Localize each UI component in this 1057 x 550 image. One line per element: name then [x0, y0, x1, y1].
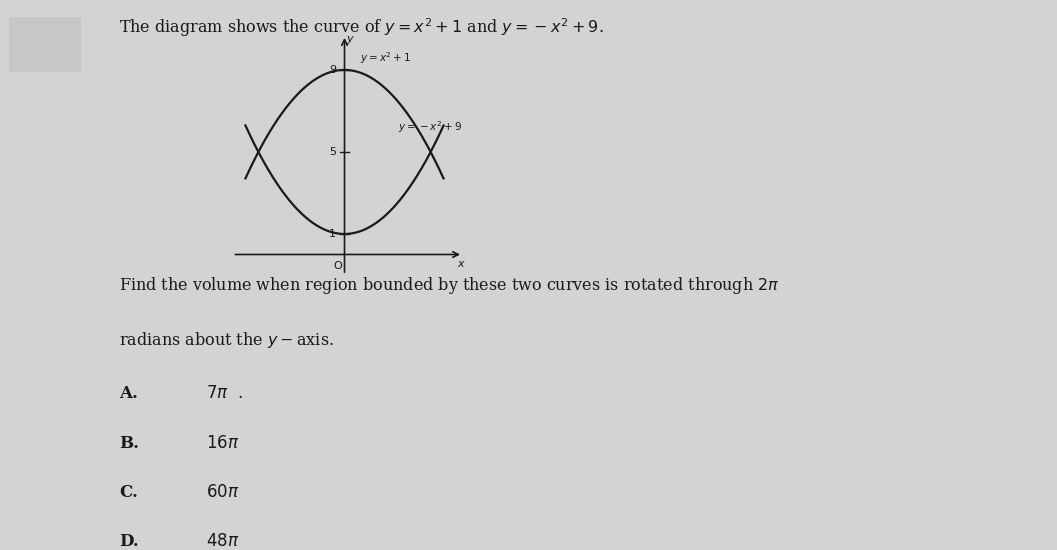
Text: B.: B. — [118, 434, 138, 452]
Text: The diagram shows the curve of $y=x^2+1$ and $y=-x^2+9$.: The diagram shows the curve of $y=x^2+1$… — [118, 16, 604, 39]
Text: A.: A. — [118, 385, 137, 402]
Text: 1: 1 — [329, 229, 336, 239]
Text: radians about the $y-$axis.: radians about the $y-$axis. — [118, 330, 334, 350]
Text: $7\pi$  .: $7\pi$ . — [206, 385, 243, 402]
Text: D.: D. — [118, 534, 138, 550]
Bar — [10, 16, 81, 72]
Text: $y=x^2+1$: $y=x^2+1$ — [359, 50, 411, 65]
Text: O: O — [334, 261, 342, 271]
Text: $48\pi$: $48\pi$ — [206, 534, 239, 550]
Text: $16\pi$: $16\pi$ — [206, 434, 239, 452]
Text: 5: 5 — [329, 147, 336, 157]
Text: $y=-x^2+9$: $y=-x^2+9$ — [398, 119, 462, 135]
Text: C.: C. — [118, 484, 137, 501]
Text: 9: 9 — [329, 65, 336, 75]
Text: y: y — [347, 34, 353, 44]
Text: Find the volume when region bounded by these two curves is rotated through $2\pi: Find the volume when region bounded by t… — [118, 275, 779, 296]
Text: $60\pi$: $60\pi$ — [206, 484, 239, 501]
Text: x: x — [458, 258, 464, 269]
